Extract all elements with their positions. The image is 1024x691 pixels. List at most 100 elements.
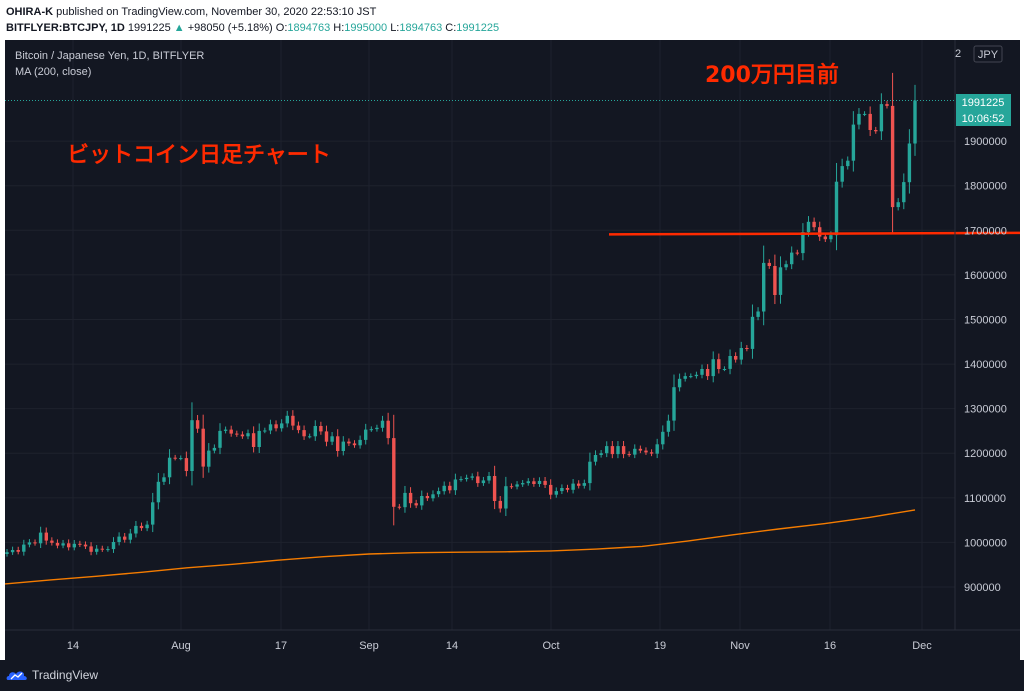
time-tick-label: Sep (359, 640, 379, 652)
candle-body (448, 485, 452, 491)
candle-body (739, 348, 743, 360)
candle-body (50, 540, 54, 543)
candle-body (621, 446, 626, 455)
candle-body (745, 348, 749, 349)
candle-body (324, 431, 329, 442)
candle-body (610, 446, 615, 455)
candle-body (274, 424, 278, 429)
high-value: 1995000 (344, 22, 388, 34)
candle-body (577, 483, 581, 486)
candle-body (616, 446, 620, 455)
candle-body (773, 266, 777, 295)
candle-body (179, 458, 183, 460)
candle-body (33, 542, 37, 544)
tradingview-logo[interactable]: TradingView (6, 668, 98, 682)
open-label: O: (275, 22, 288, 34)
tradingview-cloud-icon (6, 671, 27, 680)
time-tick-label: 17 (275, 640, 287, 652)
countdown-tag (956, 110, 1011, 126)
candle-body (229, 429, 233, 434)
time-tick-label: Nov (730, 640, 750, 652)
publish-header: OHIRA-K published on TradingView.com, No… (0, 0, 1024, 40)
candle-body (543, 480, 547, 485)
candle-body (280, 423, 284, 429)
candle-body (302, 430, 306, 437)
candle-body (717, 359, 721, 369)
candle-body (560, 488, 564, 492)
candle-body (902, 182, 906, 203)
candle-body (212, 447, 217, 451)
candle-body (521, 483, 525, 485)
candle-body (420, 496, 424, 506)
candle-body (605, 446, 609, 454)
chart-grid (5, 40, 955, 630)
price-axis: 900000 1000000 1100000 1200000 1300000 140000… (964, 136, 1007, 594)
candle-body (375, 427, 379, 430)
price-tick-label: 1000000 (964, 537, 1007, 549)
last-price: 1991225 (127, 22, 171, 34)
symbol-label: BITFLYER:BTCJPY, 1D (6, 22, 125, 34)
low-value: 1894763 (399, 22, 443, 34)
candle-body (341, 441, 345, 451)
candle-body (834, 181, 839, 236)
candle-body (251, 433, 256, 447)
candle-body (319, 426, 323, 432)
candle-body (874, 130, 878, 132)
candle-body (392, 438, 396, 507)
candle-body (296, 425, 301, 431)
candle-body (436, 491, 441, 495)
candle-body (453, 479, 458, 491)
candle-body (728, 356, 732, 369)
price-tick-label: 900000 (964, 582, 1001, 594)
high-label: H: (333, 22, 345, 34)
candle-body (10, 550, 15, 553)
candle-body (633, 448, 637, 455)
price-chart[interactable]: 900000 1000000 1100000 1200000 1300000 140000… (5, 40, 1020, 660)
candle-body (117, 536, 121, 542)
candle-body (582, 483, 586, 486)
time-tick-label: 16 (824, 640, 836, 652)
candle-body (890, 105, 895, 208)
chart-panel[interactable]: 900000 1000000 1100000 1200000 1300000 140000… (5, 40, 1020, 660)
candle-body (689, 376, 693, 378)
candle-body (750, 316, 755, 349)
candle-body (156, 481, 161, 503)
candle-body (44, 532, 48, 541)
candle-body (347, 441, 351, 444)
currency-button[interactable] (973, 45, 1003, 63)
time-tick-label: 19 (654, 640, 666, 652)
candle-body (162, 477, 166, 482)
candle-body (67, 543, 71, 548)
candle-body (638, 448, 643, 451)
candle-body (330, 436, 334, 442)
price-tick-label: 1900000 (964, 136, 1007, 148)
candle-body (868, 113, 872, 130)
candle-body (442, 485, 446, 492)
candle-body (515, 484, 519, 487)
candle-body (246, 433, 250, 437)
price-axis-top-label: 2 (955, 48, 961, 60)
candle-body (784, 264, 788, 268)
candle-body (459, 479, 463, 481)
candle-body (61, 543, 65, 546)
ohlc-line: BITFLYER:BTCJPY, 1D 1991225 ▲ +98050 (+5… (6, 22, 499, 34)
candle-body (655, 444, 659, 454)
candle-body (565, 488, 570, 490)
candle-body (823, 236, 827, 240)
resistance-line[interactable] (608, 231, 1020, 236)
candle-body (100, 548, 104, 550)
candle-body (285, 415, 289, 424)
candle-body (167, 457, 172, 478)
price-tick-label: 1100000 (964, 493, 1006, 505)
candle-body (829, 235, 833, 240)
author-name[interactable]: OHIRA-K (6, 6, 54, 18)
candle-body (722, 369, 727, 370)
price-tick-label: 1800000 (964, 181, 1007, 193)
candle-body (207, 450, 211, 467)
publish-info: published on TradingView.com, November 3… (56, 6, 377, 18)
candle-body (885, 104, 889, 106)
time-tick-label: 14 (446, 640, 458, 652)
candle-body (470, 476, 474, 478)
countdown-text: 10:06:52 (962, 113, 1005, 125)
candle-body (369, 429, 373, 431)
